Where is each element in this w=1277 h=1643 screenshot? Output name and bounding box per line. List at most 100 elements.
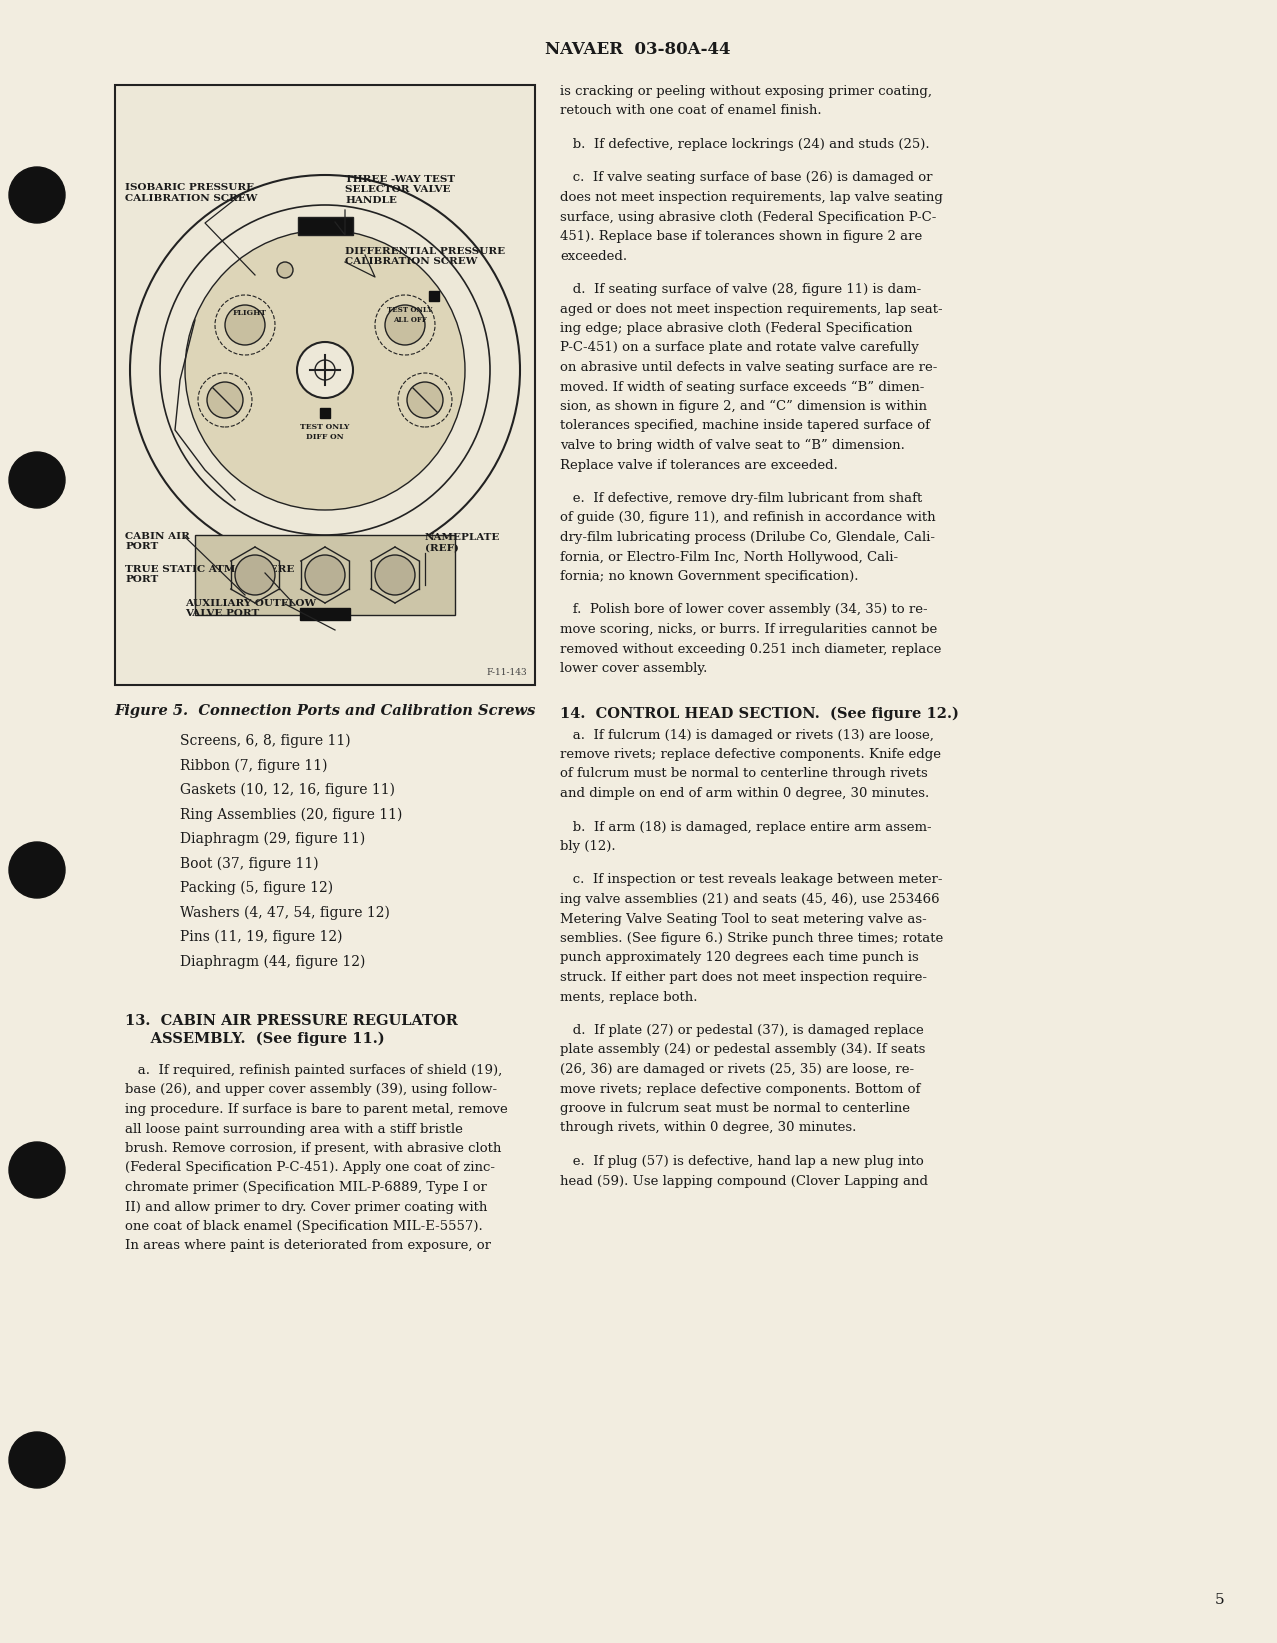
Circle shape: [305, 555, 345, 595]
Text: TRUE STATIC ATMOSPHERE
PORT: TRUE STATIC ATMOSPHERE PORT: [125, 565, 295, 585]
Text: and dimple on end of arm within 0 degree, 30 minutes.: and dimple on end of arm within 0 degree…: [561, 787, 930, 800]
Text: surface, using abrasive cloth (Federal Specification P-C-: surface, using abrasive cloth (Federal S…: [561, 210, 936, 223]
Text: retouch with one coat of enamel finish.: retouch with one coat of enamel finish.: [561, 105, 821, 118]
Circle shape: [9, 452, 65, 508]
Text: In areas where paint is deteriorated from exposure, or: In areas where paint is deteriorated fro…: [125, 1239, 490, 1252]
Text: Washers (4, 47, 54, figure 12): Washers (4, 47, 54, figure 12): [180, 905, 389, 920]
Text: chromate primer (Specification MIL-P-6889, Type I or: chromate primer (Specification MIL-P-688…: [125, 1181, 487, 1194]
Text: base (26), and upper cover assembly (39), using follow-: base (26), and upper cover assembly (39)…: [125, 1083, 497, 1096]
Text: through rivets, within 0 degree, 30 minutes.: through rivets, within 0 degree, 30 minu…: [561, 1122, 857, 1135]
Text: 13.  CABIN AIR PRESSURE REGULATOR: 13. CABIN AIR PRESSURE REGULATOR: [125, 1014, 458, 1029]
Text: dry-film lubricating process (Drilube Co, Glendale, Cali-: dry-film lubricating process (Drilube Co…: [561, 531, 935, 544]
Text: Screens, 6, 8, figure 11): Screens, 6, 8, figure 11): [180, 734, 351, 748]
Text: lower cover assembly.: lower cover assembly.: [561, 662, 707, 675]
Circle shape: [384, 306, 425, 345]
Text: a.  If required, refinish painted surfaces of shield (19),: a. If required, refinish painted surface…: [125, 1065, 502, 1078]
Text: TEST ONLY
ALL OFF: TEST ONLY ALL OFF: [387, 306, 433, 324]
Text: Packing (5, figure 12): Packing (5, figure 12): [180, 881, 333, 895]
Text: (Federal Specification P-C-451). Apply one coat of zinc-: (Federal Specification P-C-451). Apply o…: [125, 1162, 495, 1175]
Text: (26, 36) are damaged or rivets (25, 35) are loose, re-: (26, 36) are damaged or rivets (25, 35) …: [561, 1063, 914, 1076]
Text: moved. If width of seating surface exceeds “B” dimen-: moved. If width of seating surface excee…: [561, 381, 925, 394]
Text: AUXILIARY OUTFLOW
VALVE PORT: AUXILIARY OUTFLOW VALVE PORT: [185, 600, 317, 618]
Text: DIFFERENTIAL PRESSURE
CALIBRATION SCREW: DIFFERENTIAL PRESSURE CALIBRATION SCREW: [345, 246, 506, 266]
Text: fornia; no known Government specification).: fornia; no known Government specificatio…: [561, 570, 858, 583]
Text: punch approximately 120 degrees each time punch is: punch approximately 120 degrees each tim…: [561, 951, 918, 964]
Text: II) and allow primer to dry. Cover primer coating with: II) and allow primer to dry. Cover prime…: [125, 1201, 488, 1214]
Text: 14.  CONTROL HEAD SECTION.  (See figure 12.): 14. CONTROL HEAD SECTION. (See figure 12…: [561, 706, 959, 721]
Text: move scoring, nicks, or burrs. If irregularities cannot be: move scoring, nicks, or burrs. If irregu…: [561, 623, 937, 636]
Circle shape: [9, 841, 65, 899]
Bar: [300, 608, 350, 619]
Text: 451). Replace base if tolerances shown in figure 2 are: 451). Replace base if tolerances shown i…: [561, 230, 922, 243]
Text: e.  If defective, remove dry-film lubricant from shaft: e. If defective, remove dry-film lubrica…: [561, 491, 922, 504]
Text: sion, as shown in figure 2, and “C” dimension is within: sion, as shown in figure 2, and “C” dime…: [561, 399, 927, 414]
Text: ing edge; place abrasive cloth (Federal Specification: ing edge; place abrasive cloth (Federal …: [561, 322, 913, 335]
Text: does not meet inspection requirements, lap valve seating: does not meet inspection requirements, l…: [561, 191, 942, 204]
Circle shape: [298, 342, 352, 398]
Text: c.  If valve seating surface of base (26) is damaged or: c. If valve seating surface of base (26)…: [561, 171, 932, 184]
Text: aged or does not meet inspection requirements, lap seat-: aged or does not meet inspection require…: [561, 302, 942, 315]
Text: Pins (11, 19, figure 12): Pins (11, 19, figure 12): [180, 930, 342, 945]
Text: exceeded.: exceeded.: [561, 250, 627, 263]
Bar: [195, 536, 455, 614]
Text: ISOBARIC PRESSURE
CALIBRATION SCREW: ISOBARIC PRESSURE CALIBRATION SCREW: [125, 184, 258, 202]
Text: valve to bring width of valve seat to “B” dimension.: valve to bring width of valve seat to “B…: [561, 439, 905, 452]
Text: e.  If plug (57) is defective, hand lap a new plug into: e. If plug (57) is defective, hand lap a…: [561, 1155, 923, 1168]
Text: all loose paint surrounding area with a stiff bristle: all loose paint surrounding area with a …: [125, 1122, 462, 1135]
Text: P-C-451) on a surface plate and rotate valve carefully: P-C-451) on a surface plate and rotate v…: [561, 342, 919, 355]
Text: one coat of black enamel (Specification MIL-E-5557).: one coat of black enamel (Specification …: [125, 1221, 483, 1232]
Text: is cracking or peeling without exposing primer coating,: is cracking or peeling without exposing …: [561, 85, 932, 99]
Text: Gaskets (10, 12, 16, figure 11): Gaskets (10, 12, 16, figure 11): [180, 782, 395, 797]
Text: Diaphragm (44, figure 12): Diaphragm (44, figure 12): [180, 955, 365, 969]
Circle shape: [185, 230, 465, 509]
Circle shape: [9, 1142, 65, 1198]
Text: THREE -WAY TEST
SELECTOR VALVE
HANDLE: THREE -WAY TEST SELECTOR VALVE HANDLE: [345, 176, 455, 205]
Text: on abrasive until defects in valve seating surface are re-: on abrasive until defects in valve seati…: [561, 361, 937, 375]
Circle shape: [9, 1433, 65, 1489]
Text: Figure 5.  Connection Ports and Calibration Screws: Figure 5. Connection Ports and Calibrati…: [115, 703, 535, 718]
Text: bly (12).: bly (12).: [561, 840, 616, 853]
Bar: [298, 217, 352, 235]
Text: move rivets; replace defective components. Bottom of: move rivets; replace defective component…: [561, 1083, 921, 1096]
Text: d.  If seating surface of valve (28, figure 11) is dam-: d. If seating surface of valve (28, figu…: [561, 283, 921, 296]
Circle shape: [207, 383, 243, 417]
Text: a.  If fulcrum (14) is damaged or rivets (13) are loose,: a. If fulcrum (14) is damaged or rivets …: [561, 728, 933, 741]
Text: d.  If plate (27) or pedestal (37), is damaged replace: d. If plate (27) or pedestal (37), is da…: [561, 1024, 923, 1037]
Text: CABIN AIR
PORT: CABIN AIR PORT: [125, 532, 190, 552]
Text: NAVAER  03-80A-44: NAVAER 03-80A-44: [545, 41, 730, 59]
Text: 5: 5: [1216, 1594, 1225, 1607]
Text: struck. If either part does not meet inspection require-: struck. If either part does not meet ins…: [561, 971, 927, 984]
Text: Diaphragm (29, figure 11): Diaphragm (29, figure 11): [180, 831, 365, 846]
Text: NAMEPLATE
(REF): NAMEPLATE (REF): [425, 532, 501, 552]
Text: ing valve assemblies (21) and seats (45, 46), use 253466: ing valve assemblies (21) and seats (45,…: [561, 894, 940, 905]
Text: F-11-143: F-11-143: [487, 669, 527, 677]
Text: head (59). Use lapping compound (Clover Lapping and: head (59). Use lapping compound (Clover …: [561, 1175, 928, 1188]
Text: tolerances specified, machine inside tapered surface of: tolerances specified, machine inside tap…: [561, 419, 930, 432]
Text: TEST ONLY
DIFF ON: TEST ONLY DIFF ON: [300, 424, 350, 440]
Text: of fulcrum must be normal to centerline through rivets: of fulcrum must be normal to centerline …: [561, 767, 928, 780]
Bar: [115, 85, 535, 685]
Circle shape: [235, 555, 275, 595]
Text: FLIGHT: FLIGHT: [232, 309, 267, 317]
Text: fornia, or Electro-Film Inc, North Hollywood, Cali-: fornia, or Electro-Film Inc, North Holly…: [561, 550, 898, 564]
Text: ments, replace both.: ments, replace both.: [561, 991, 697, 1004]
Text: of guide (30, figure 11), and refinish in accordance with: of guide (30, figure 11), and refinish i…: [561, 511, 936, 524]
Bar: [321, 407, 329, 417]
Text: semblies. (See figure 6.) Strike punch three times; rotate: semblies. (See figure 6.) Strike punch t…: [561, 932, 944, 945]
Text: plate assembly (24) or pedestal assembly (34). If seats: plate assembly (24) or pedestal assembly…: [561, 1043, 926, 1056]
Text: groove in fulcrum seat must be normal to centerline: groove in fulcrum seat must be normal to…: [561, 1102, 911, 1116]
Text: b.  If defective, replace lockrings (24) and studs (25).: b. If defective, replace lockrings (24) …: [561, 138, 930, 151]
Circle shape: [277, 261, 292, 278]
Text: Ribbon (7, figure 11): Ribbon (7, figure 11): [180, 759, 327, 772]
Circle shape: [225, 306, 266, 345]
Circle shape: [375, 555, 415, 595]
Text: Metering Valve Seating Tool to seat metering valve as-: Metering Valve Seating Tool to seat mete…: [561, 912, 927, 925]
Text: ing procedure. If surface is bare to parent metal, remove: ing procedure. If surface is bare to par…: [125, 1102, 508, 1116]
Text: remove rivets; replace defective components. Knife edge: remove rivets; replace defective compone…: [561, 748, 941, 761]
Bar: [429, 291, 439, 301]
Text: c.  If inspection or test reveals leakage between meter-: c. If inspection or test reveals leakage…: [561, 874, 942, 887]
Circle shape: [407, 383, 443, 417]
Text: Ring Assemblies (20, figure 11): Ring Assemblies (20, figure 11): [180, 807, 402, 822]
Text: Boot (37, figure 11): Boot (37, figure 11): [180, 856, 319, 871]
Text: ASSEMBLY.  (See figure 11.): ASSEMBLY. (See figure 11.): [125, 1032, 384, 1047]
